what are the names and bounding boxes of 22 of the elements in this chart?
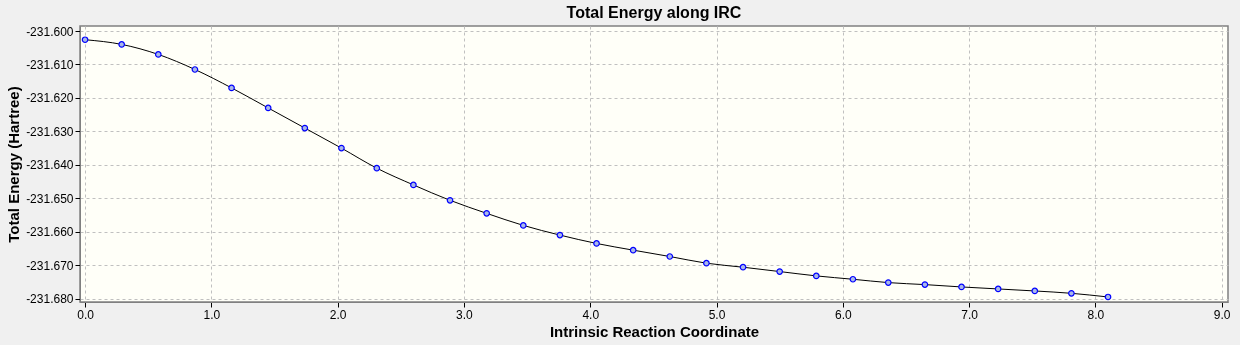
y-tick-label: -231.680 <box>26 292 74 307</box>
x-tick-label: 1.0 <box>203 307 221 322</box>
x-tick-label: 3.0 <box>456 307 474 322</box>
x-tick-label: 6.0 <box>834 307 852 322</box>
x-tick-label: 4.0 <box>582 307 600 322</box>
y-tick-label: -231.610 <box>26 57 74 72</box>
x-tick-label: 9.0 <box>1213 307 1231 322</box>
y-axis-title: Total Energy (Hartree) <box>5 86 23 243</box>
x-tick-label: 7.0 <box>961 307 979 322</box>
y-tick-label: -231.670 <box>26 258 74 273</box>
x-tick-label: 8.0 <box>1087 307 1105 322</box>
y-tick-label: -231.660 <box>26 225 74 240</box>
x-tick-label: 2.0 <box>329 307 347 322</box>
x-axis-title: Intrinsic Reaction Coordinate <box>549 322 760 340</box>
y-tick-label: -231.630 <box>26 124 74 139</box>
y-tick-label: -231.600 <box>26 24 74 39</box>
x-tick-label: 5.0 <box>708 307 726 322</box>
y-tick-label: -231.620 <box>26 91 74 106</box>
y-tick-label: -231.640 <box>26 158 74 173</box>
chart-title: Total Energy along IRC <box>566 4 742 22</box>
y-tick-label: -231.650 <box>26 191 74 206</box>
x-tick-label: 0.0 <box>77 307 95 322</box>
